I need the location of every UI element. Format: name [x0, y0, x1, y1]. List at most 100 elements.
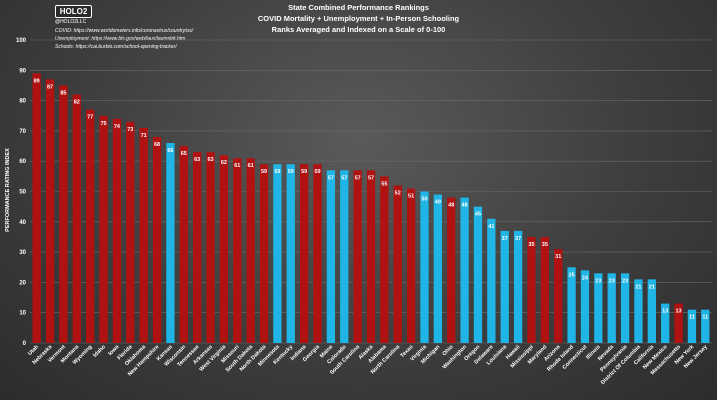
source-schools: Schools: https://cai.burbio.com/school-o…: [55, 44, 177, 50]
bar: [233, 158, 242, 343]
bar: [460, 197, 469, 343]
bar: [259, 164, 269, 343]
bar: [299, 164, 309, 343]
bar: [32, 73, 41, 343]
bar-value-label: 48: [462, 203, 468, 209]
bar: [286, 164, 295, 343]
bar-value-label: 63: [194, 157, 200, 163]
bar-value-label: 85: [60, 90, 66, 96]
bar-value-label: 23: [609, 278, 615, 284]
bar-value-label: 71: [141, 133, 147, 139]
bar: [59, 85, 68, 343]
bar: [634, 279, 643, 343]
bar: [580, 270, 590, 343]
bar: [554, 249, 563, 343]
bar: [273, 164, 282, 343]
bar: [326, 170, 336, 343]
y-tick-label: 10: [19, 311, 26, 317]
y-tick-label: 70: [19, 129, 26, 135]
bar: [567, 267, 576, 343]
bar-value-label: 77: [87, 115, 93, 121]
bar: [406, 188, 416, 343]
bar-value-label: 68: [154, 142, 160, 148]
bar-value-label: 75: [100, 121, 106, 127]
bar-value-label: 51: [408, 193, 414, 199]
bar: [139, 127, 148, 344]
bar: [99, 115, 108, 343]
y-axis-label: PERFORMANCE RATING INDEX: [5, 148, 11, 232]
bar-value-label: 24: [582, 275, 589, 281]
bar: [674, 303, 683, 343]
y-tick-labels: 0 10 20 30 40 50 60 70 80 90 100: [16, 38, 27, 347]
bar-value-label: 13: [662, 309, 668, 315]
bar-value-label: 57: [328, 175, 334, 181]
bar: [620, 273, 630, 343]
y-tick-label: 20: [19, 280, 26, 286]
bar: [527, 236, 536, 343]
brand-logo: HOLO2: [55, 5, 92, 18]
bar-value-label: 59: [301, 169, 307, 175]
bar-value-label: 37: [502, 236, 508, 242]
bar: [661, 303, 670, 343]
bar: [420, 191, 429, 343]
chart-subtitle: COVID Mortality + Unemployment + In-Pers…: [257, 14, 460, 23]
bar: [473, 206, 483, 343]
bar: [393, 185, 402, 343]
bar: [166, 143, 175, 343]
bar: [447, 197, 456, 343]
bar-value-label: 11: [702, 315, 708, 321]
bar: [340, 170, 349, 343]
bar-value-label: 13: [676, 309, 682, 315]
bar: [366, 170, 376, 343]
bar: [219, 155, 229, 343]
source-covid: COVID: https://www.worldometers.info/cor…: [55, 28, 194, 34]
bar-value-label: 59: [314, 169, 320, 175]
bar-value-label: 23: [622, 278, 628, 284]
y-tick-label: 90: [19, 68, 26, 74]
bar: [687, 309, 697, 343]
y-tick-label: 30: [19, 250, 26, 256]
x-tick-label: Idaho: [92, 344, 107, 359]
bar-value-label: 62: [221, 160, 227, 166]
bar-value-label: 57: [368, 175, 374, 181]
bar-value-label: 21: [649, 284, 655, 290]
bar-value-label: 73: [127, 127, 133, 133]
source-unemployment: Unemployment: https://www.bls.gov/web/la…: [55, 36, 186, 42]
bar-value-label: 21: [635, 284, 641, 290]
bar-value-label: 35: [542, 242, 548, 248]
bar-value-label: 89: [34, 78, 40, 84]
bar: [701, 309, 710, 343]
bar-value-label: 31: [555, 254, 561, 260]
bar: [152, 136, 162, 343]
bar-value-label: 63: [207, 157, 213, 163]
chart-title: State Combined Performance Rankings: [288, 3, 429, 12]
bar-value-label: 65: [181, 151, 187, 157]
bar-value-label: 23: [595, 278, 601, 284]
bar-value-label: 74: [114, 124, 121, 130]
y-tick-label: 60: [19, 159, 26, 165]
bar-value-label: 41: [488, 224, 494, 230]
bar-value-label: 50: [421, 197, 427, 203]
bar: [594, 273, 603, 343]
bar-value-label: 35: [528, 242, 534, 248]
bar: [72, 94, 81, 343]
y-tick-label: 0: [23, 341, 27, 347]
bar: [112, 118, 122, 343]
y-tick-label: 100: [16, 38, 27, 44]
bar: [380, 176, 389, 343]
chart-subtitle-2: Ranks Averaged and Indexed on a Scale of…: [271, 25, 446, 34]
bar: [313, 164, 322, 343]
bar-value-labels: 89 87 85 82 77 75 74 73 71 68 66 65 63 63 62 61 61 59 59 59…: [34, 78, 709, 320]
bar: [500, 230, 509, 343]
bar-value-label: 37: [515, 236, 521, 242]
bar: [126, 121, 135, 343]
bar-value-label: 45: [475, 212, 481, 218]
bar: [540, 236, 549, 343]
bar-value-label: 25: [569, 272, 575, 278]
bar-value-label: 82: [74, 100, 80, 106]
bar: [86, 109, 95, 343]
bar: [647, 279, 656, 343]
bar: [513, 230, 523, 343]
